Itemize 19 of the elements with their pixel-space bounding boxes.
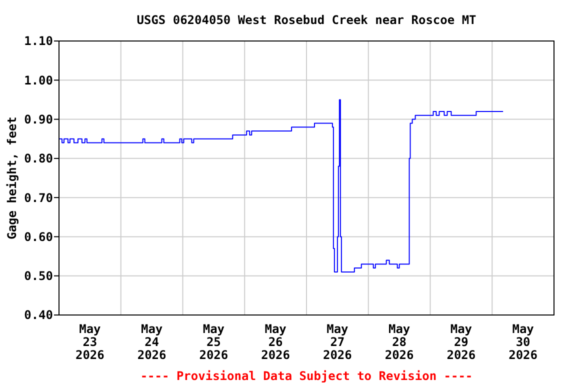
x-tick-label: May 23 2026 bbox=[75, 322, 104, 362]
x-tick-label: May 26 2026 bbox=[261, 322, 290, 362]
text: ---- Provisional Data Subject to Revision ---- bbox=[140, 369, 473, 383]
x-tick-label: May 27 2026 bbox=[322, 322, 352, 362]
chart-title: USGS 06204050 West Rosebud Creek near Roscoe MT bbox=[136, 13, 476, 27]
x-tick-label: May 30 2026 bbox=[508, 322, 538, 362]
x-tick-label: May 24 2026 bbox=[137, 322, 166, 362]
y-tick-label: 0.70 bbox=[24, 190, 53, 205]
y-tick-label: 1.10 bbox=[24, 34, 53, 48]
y-tick-label: 0.90 bbox=[24, 112, 53, 126]
y-tick-label: 0.50 bbox=[24, 269, 53, 284]
y-axis-title: Gage height, feet bbox=[5, 116, 19, 240]
y-tick-label: 0.80 bbox=[24, 152, 53, 166]
x-tick-label: May 28 2026 bbox=[384, 322, 414, 362]
x-tick-label: May 29 2026 bbox=[446, 322, 476, 362]
y-tick-label: 0.40 bbox=[24, 308, 53, 322]
y-tick-label: 1.00 bbox=[24, 73, 53, 88]
y-tick-label: 0.60 bbox=[24, 230, 53, 244]
x-tick-label: May 25 2026 bbox=[199, 322, 228, 362]
